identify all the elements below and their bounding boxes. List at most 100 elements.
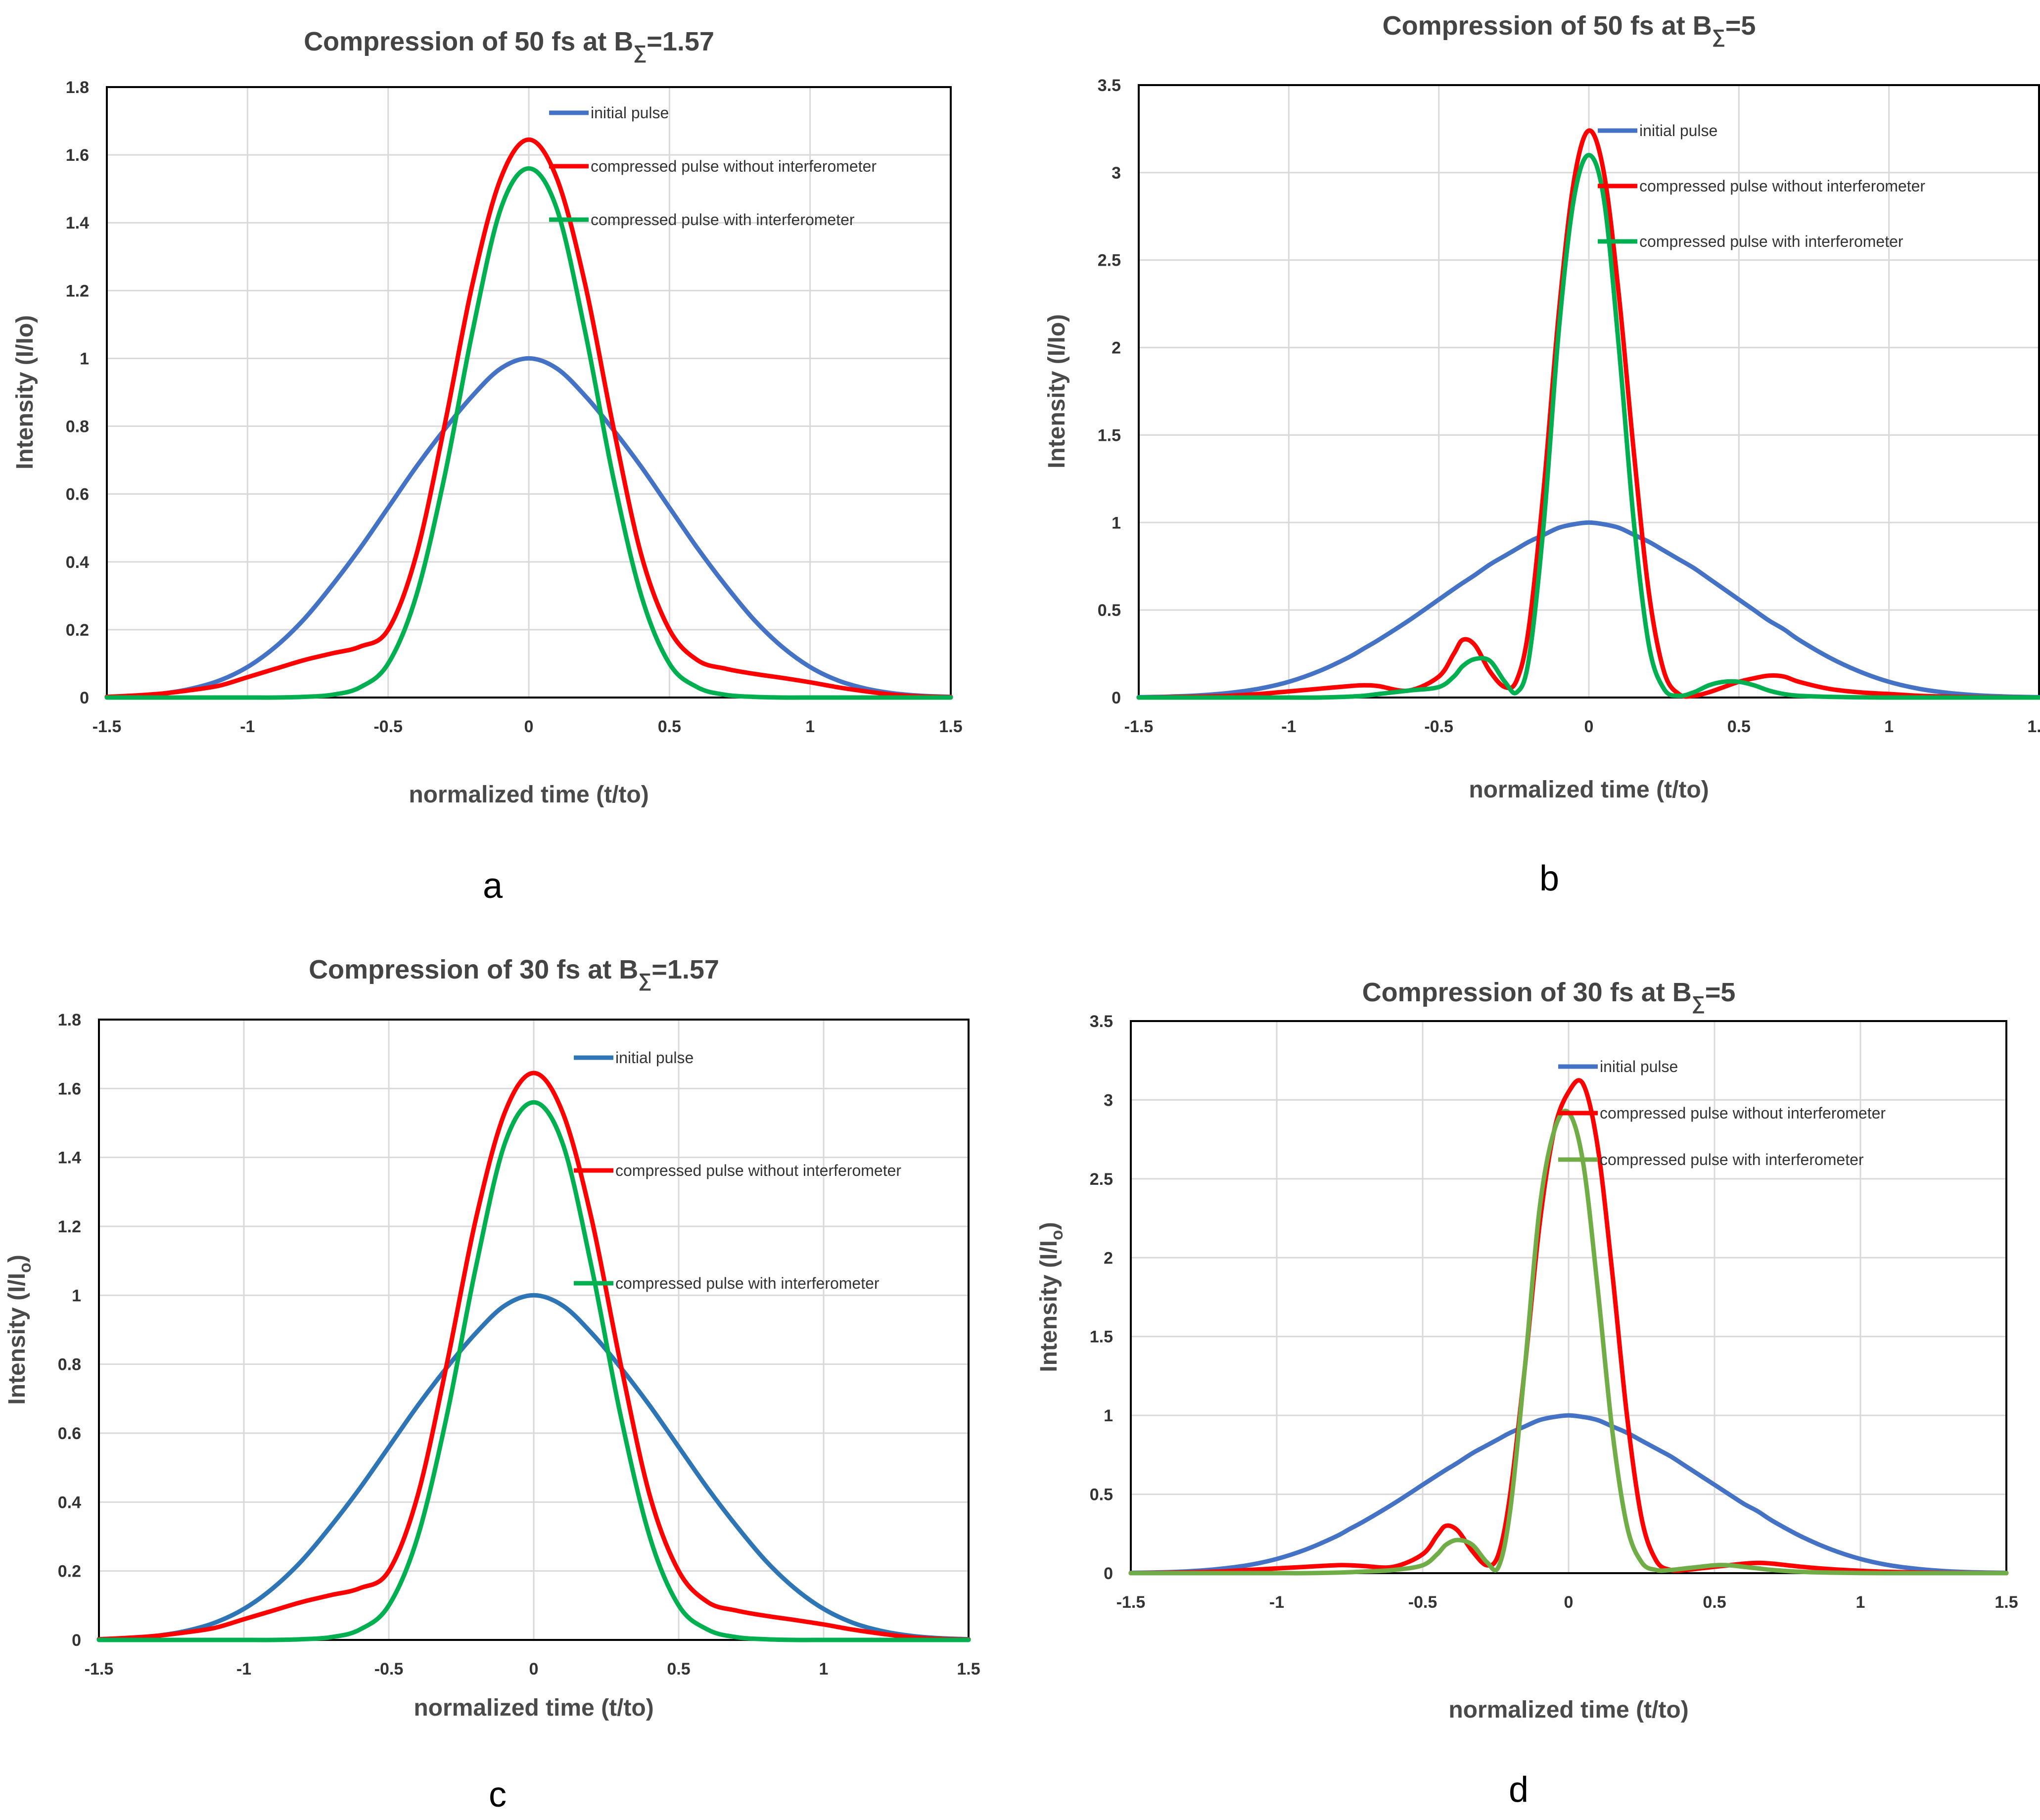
x-tick-label: -0.5 <box>374 1660 404 1679</box>
chart-panel-c: -1.5 -1 -0.5 0 0.5 1 1.5 0 0.2 0.4 0.6 0.8 1 1.2 1.4 1.… <box>0 910 1020 1820</box>
chart-svg: -1.5 -1 -0.5 0 0.5 1 1.5 0 0.5 1 1.5 2 2.5 3 3.5 initia… <box>1036 978 2018 1810</box>
y-axis-label-main: Intensity (I/Io) <box>12 315 38 469</box>
legend-entry: initial pulse <box>1639 122 1717 140</box>
x-tick-label: 1 <box>1856 1593 1865 1612</box>
y-tick-label: 0 <box>1104 1564 1113 1583</box>
chart-title-subscript: ∑ <box>1692 993 1705 1014</box>
plot-area-frame <box>98 1019 970 1641</box>
y-tick-label: 0.4 <box>66 553 89 572</box>
legend-entry: compressed pulse without interferometer <box>615 1162 901 1179</box>
y-tick-label: 0.4 <box>58 1493 81 1512</box>
plot-area-frame <box>1130 1020 2007 1574</box>
y-tick-label: 1 <box>1112 513 1121 532</box>
chart-title-subscript: ∑ <box>1712 26 1725 47</box>
y-tick-label: 2 <box>1112 339 1121 358</box>
y-tick-label: 2.5 <box>1098 251 1121 270</box>
legend-entry: initial pulse <box>591 104 669 122</box>
x-tick-label: 1 <box>1884 717 1894 736</box>
series-line-initial-pulse <box>1136 520 2040 700</box>
plot-area-frame <box>1138 84 2040 699</box>
x-tick-label: 1.5 <box>2027 717 2040 736</box>
y-tick-label: 1.2 <box>58 1217 81 1236</box>
y-tick-label: 1.5 <box>1098 426 1121 445</box>
y-axis-label-main: Intensity (I/Io) <box>1044 314 1070 468</box>
y-tick-label: 1 <box>1104 1406 1113 1425</box>
chart-title-main: Compression of 50 fs at B <box>304 27 633 56</box>
y-tick-label: 0.2 <box>66 621 89 640</box>
y-tick-label: 0.6 <box>66 485 89 504</box>
x-tick-label: 0 <box>1564 1593 1574 1612</box>
y-tick-label: 0.5 <box>1098 601 1121 620</box>
x-axis-label: normalized time (t/to) <box>1469 777 1709 803</box>
x-tick-label: -1 <box>240 717 255 736</box>
y-axis-label-tail: ) <box>4 1255 30 1262</box>
y-tick-label: 1.2 <box>66 281 89 300</box>
legend-entry: initial pulse <box>1600 1058 1678 1075</box>
y-axis-label: Intensity (I/Io) <box>4 1255 35 1404</box>
chart-svg: -1.5 -1 -0.5 0 0.5 1 1.5 0 0.5 1 1.5 2 2.5 3 3.5 initia… <box>1044 11 2040 898</box>
y-tick-label: 0.8 <box>66 418 89 436</box>
legend-entry: compressed pulse with interferometer <box>615 1274 880 1292</box>
y-tick-label: 1.6 <box>58 1079 81 1098</box>
y-tick-label: 0.5 <box>1090 1486 1113 1504</box>
y-axis-label: Intensity (I/Io) <box>1044 314 1070 468</box>
x-tick-label: -1 <box>1269 1593 1284 1612</box>
x-tick-label: -1.5 <box>85 1660 114 1679</box>
chart-svg: -1.5 -1 -0.5 0 0.5 1 1.5 0 0.2 0.4 0.6 0.8 1 1.2 1.4 1.… <box>12 27 963 906</box>
panel-letter: d <box>1509 1770 1529 1810</box>
x-axis-label: normalized time (t/to) <box>414 1695 653 1721</box>
y-tick-label: 1.8 <box>66 78 89 97</box>
chart-panel-d: -1.5 -1 -0.5 0 0.5 1 1.5 0 0.5 1 1.5 2 2.5 3 3.5 initia… <box>1020 910 2040 1820</box>
chart-title-tail: =1.57 <box>647 27 714 56</box>
legend-entry: compressed pulse without interferometer <box>1600 1104 1886 1122</box>
y-tick-label: 1 <box>80 349 89 368</box>
chart-title: Compression of 30 fs at B∑=1.57 <box>309 955 719 991</box>
y-tick-label: 0 <box>1112 689 1121 707</box>
chart-panel-b: -1.5 -1 -0.5 0 0.5 1 1.5 0 0.5 1 1.5 2 2.5 3 3.5 initia… <box>1020 0 2040 910</box>
y-tick-label: 0 <box>80 689 89 707</box>
chart-title: Compression of 30 fs at B∑=5 <box>1362 978 1736 1014</box>
y-tick-label: 1 <box>72 1286 81 1305</box>
chart-title-subscript: ∑ <box>638 970 651 991</box>
x-tick-label: 0.5 <box>1727 717 1751 736</box>
plot-area-frame <box>106 86 952 699</box>
series-line-compressed-pulse-with-interferometer <box>96 1100 971 1642</box>
y-axis-label-tail: ) <box>1036 1222 1062 1230</box>
y-tick-label: 1.4 <box>58 1149 81 1167</box>
y-tick-label: 3 <box>1104 1091 1113 1110</box>
y-tick-label: 0 <box>72 1631 81 1650</box>
series-line-compressed-pulse-without-interferometer <box>104 137 953 700</box>
x-tick-label: 1 <box>819 1660 829 1679</box>
panel-letter: b <box>1539 859 1559 898</box>
x-axis-label: normalized time (t/to) <box>409 782 649 808</box>
x-tick-label: 0 <box>1584 717 1594 736</box>
y-tick-label: 3.5 <box>1090 1012 1113 1031</box>
series-line-compressed-pulse-with-interferometer <box>104 166 953 700</box>
chart-title-tail: =5 <box>1725 11 1756 41</box>
panel-letter: c <box>489 1775 507 1815</box>
x-tick-label: 1.5 <box>939 717 962 736</box>
y-tick-label: 2 <box>1104 1249 1113 1267</box>
legend-entry: compressed pulse with interferometer <box>1600 1151 1864 1168</box>
x-tick-label: 1 <box>805 717 815 736</box>
panel-letter: a <box>483 866 503 906</box>
y-axis-label-subscript: o <box>16 1262 35 1273</box>
x-tick-label: 0 <box>524 717 534 736</box>
series-line-compressed-pulse-without-interferometer <box>1128 1078 2009 1576</box>
y-tick-label: 1.5 <box>1090 1328 1113 1347</box>
x-tick-label: 1.5 <box>1994 1593 2018 1612</box>
x-tick-label: -0.5 <box>1424 717 1453 736</box>
x-tick-label: -1.5 <box>93 717 122 736</box>
x-tick-label: 0.5 <box>1703 1593 1726 1612</box>
x-tick-label: -1 <box>236 1660 251 1679</box>
chart-svg: -1.5 -1 -0.5 0 0.5 1 1.5 0 0.2 0.4 0.6 0.8 1 1.2 1.4 1.… <box>4 955 980 1815</box>
chart-title-tail: =1.57 <box>651 955 719 984</box>
chart-panel-a: -1.5 -1 -0.5 0 0.5 1 1.5 0 0.2 0.4 0.6 0.8 1 1.2 1.4 1.… <box>0 0 1020 910</box>
y-tick-label: 1.4 <box>66 214 89 233</box>
series-line-compressed-pulse-without-interferometer <box>96 1071 971 1642</box>
chart-title-main: Compression of 30 fs at B <box>1362 978 1692 1007</box>
legend-entry: compressed pulse with interferometer <box>1639 233 1903 250</box>
y-tick-label: 0.6 <box>58 1424 81 1443</box>
chart-title-main: Compression of 50 fs at B <box>1383 11 1712 41</box>
y-tick-label: 1.8 <box>58 1011 81 1029</box>
